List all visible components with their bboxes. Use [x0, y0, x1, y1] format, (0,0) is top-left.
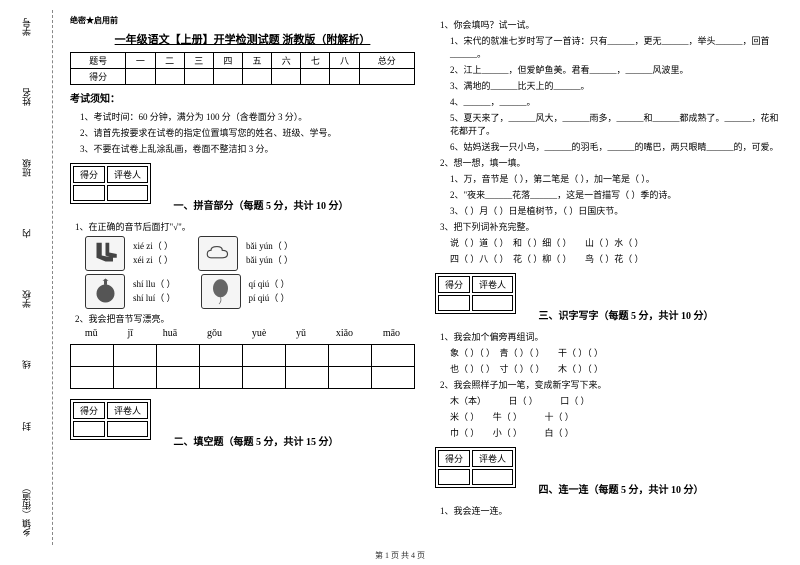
s2-2l1: 1、万，音节是（ ），第二笔是（ ），加一笔是（ ）。 — [450, 172, 780, 185]
cloud-icon — [198, 236, 238, 271]
s1-q1: 1、在正确的音节后面打"√"。 — [75, 220, 415, 233]
s2-q1: 1、你会填吗？试一试。 — [440, 18, 780, 31]
score-summary-table: 题号 一 二 三 四 五 六 七 八 总分 得分 — [70, 52, 415, 85]
score-box-4: 得分评卷人 — [435, 447, 516, 488]
sidebar-xuexiao: 学校 — [22, 290, 33, 308]
th-tihao: 题号 — [71, 53, 126, 69]
score-box-1: 得分评卷人 — [70, 163, 151, 204]
s2-q3: 3、把下列词补充完整。 — [440, 220, 780, 233]
sidebar-xiangzhen: 乡镇（街道） — [22, 483, 33, 537]
exam-title: 一年级语文【上册】开学检测试题 浙教版（附解析） — [70, 31, 415, 47]
pinyin-header: mǔ jī huā gǒu yuè yǔ xiǎo māo — [70, 328, 415, 339]
s2-2l3: 3、（ ）月（ ）日是植树节，（ ）日国庆节。 — [450, 204, 780, 217]
s3-q1: 1、我会加个偏旁再组词。 — [440, 330, 780, 343]
pomegranate-icon — [85, 274, 125, 309]
left-column: 绝密★启用前 一年级语文【上册】开学检测试题 浙教版（附解析） 题号 一 二 三… — [60, 10, 425, 545]
sidebar-banji: 班级 — [22, 159, 33, 177]
section2-title: 二、填空题（每题 5 分，共计 15 分） — [174, 433, 339, 448]
balloon-icon — [201, 274, 241, 309]
notice-2: 2、请首先按要求在试卷的指定位置填写您的姓名、班级、学号。 — [80, 126, 415, 139]
pinyin-row-1: xié zi（ ） xéi zi（ ） bǎi yún（ ） bǎi yún（ … — [85, 236, 415, 271]
section4-title: 四、连一连（每题 5 分，共计 10 分） — [539, 481, 704, 496]
s2-l5: 5、夏天来了，______风大，______雨多，______和______都成… — [450, 111, 780, 137]
s2-3l1: 说（ ）道（ ） 和（ ）细（ ） 山（ ）水（ ） — [450, 236, 780, 249]
section1-title: 一、拼音部分（每题 5 分，共计 10 分） — [174, 197, 349, 212]
s2-q2: 2、想一想，填一填。 — [440, 156, 780, 169]
s3-2l2: 米（ ） 牛（ ） 十（ ） — [450, 410, 780, 423]
score-box-3: 得分评卷人 — [435, 273, 516, 314]
s2-l3: 3、满地的______比天上的______。 — [450, 79, 780, 92]
s2-l1: 1、宋代的就准七岁时写了一首诗：只有______，更无______，举头____… — [450, 34, 780, 60]
sidebar-xuehao: 学号 — [22, 18, 33, 36]
s1-q2: 2、我会把音节写漂亮。 — [75, 312, 415, 325]
s2-l2: 2、江上______，但爱鲈鱼美。君看______，______风波里。 — [450, 63, 780, 76]
score-box-2: 得分评卷人 — [70, 399, 151, 440]
sidebar-nei: 内 — [22, 229, 33, 238]
pinyin-write-grid — [70, 344, 415, 389]
notice-1: 1、考试时间：60 分钟，满分为 100 分（含卷面分 3 分）。 — [80, 110, 415, 123]
th-defen: 得分 — [71, 69, 126, 85]
s2-l6: 6、姑妈送我一只小鸟，______的羽毛，______的嘴巴，两只眼睛_____… — [450, 140, 780, 153]
secret-label: 绝密★启用前 — [70, 15, 415, 26]
s2-2l2: 2、"夜来______花落______，这是一首描写（ ）季的诗。 — [450, 188, 780, 201]
s3-q2: 2、我会照样子加一笔，变成新字写下来。 — [440, 378, 780, 391]
binding-sidebar: 学号 姓名 班级 内 学校 线 封 乡镇（街道） — [8, 10, 53, 545]
s2-l4: 4、______，______。 — [450, 95, 780, 108]
sidebar-feng: 封 — [22, 422, 33, 431]
right-column: 1、你会填吗？试一试。 1、宋代的就准七岁时写了一首诗：只有______，更无_… — [425, 10, 790, 545]
sidebar-xian: 线 — [22, 360, 33, 369]
notice-title: 考试须知： — [70, 90, 415, 105]
s3-2l3: 巾（ ） 小（ ） 白（ ） — [450, 426, 780, 439]
section3-title: 三、识字写字（每题 5 分，共计 10 分） — [539, 307, 714, 322]
s3-2l1: 木（本） 日（ ） 口（ ） — [450, 394, 780, 407]
s2-3l2: 四（ ）八（ ） 花（ ）柳（ ） 鸟（ ）花（ ） — [450, 252, 780, 265]
pinyin-row-2: shí llu（ ） shí luí（ ） qí qiú（ ） pí qiú（ … — [85, 274, 415, 309]
page-content: 绝密★启用前 一年级语文【上册】开学检测试题 浙教版（附解析） 题号 一 二 三… — [60, 10, 790, 545]
boots-icon — [85, 236, 125, 271]
s4-q1: 1、我会连一连。 — [440, 504, 780, 517]
notice-3: 3、不要在试卷上乱涂乱画，卷面不整洁扣 3 分。 — [80, 142, 415, 155]
sidebar-xingming: 姓名 — [22, 88, 33, 106]
s3-l1: 象（ ）（ ） 青（ ）（ ） 干（ ）（ ） — [450, 346, 780, 359]
page-footer: 第 1 页 共 4 页 — [0, 550, 800, 561]
s3-l2: 也（ ）（ ） 寸（ ）（ ） 木（ ）（ ） — [450, 362, 780, 375]
